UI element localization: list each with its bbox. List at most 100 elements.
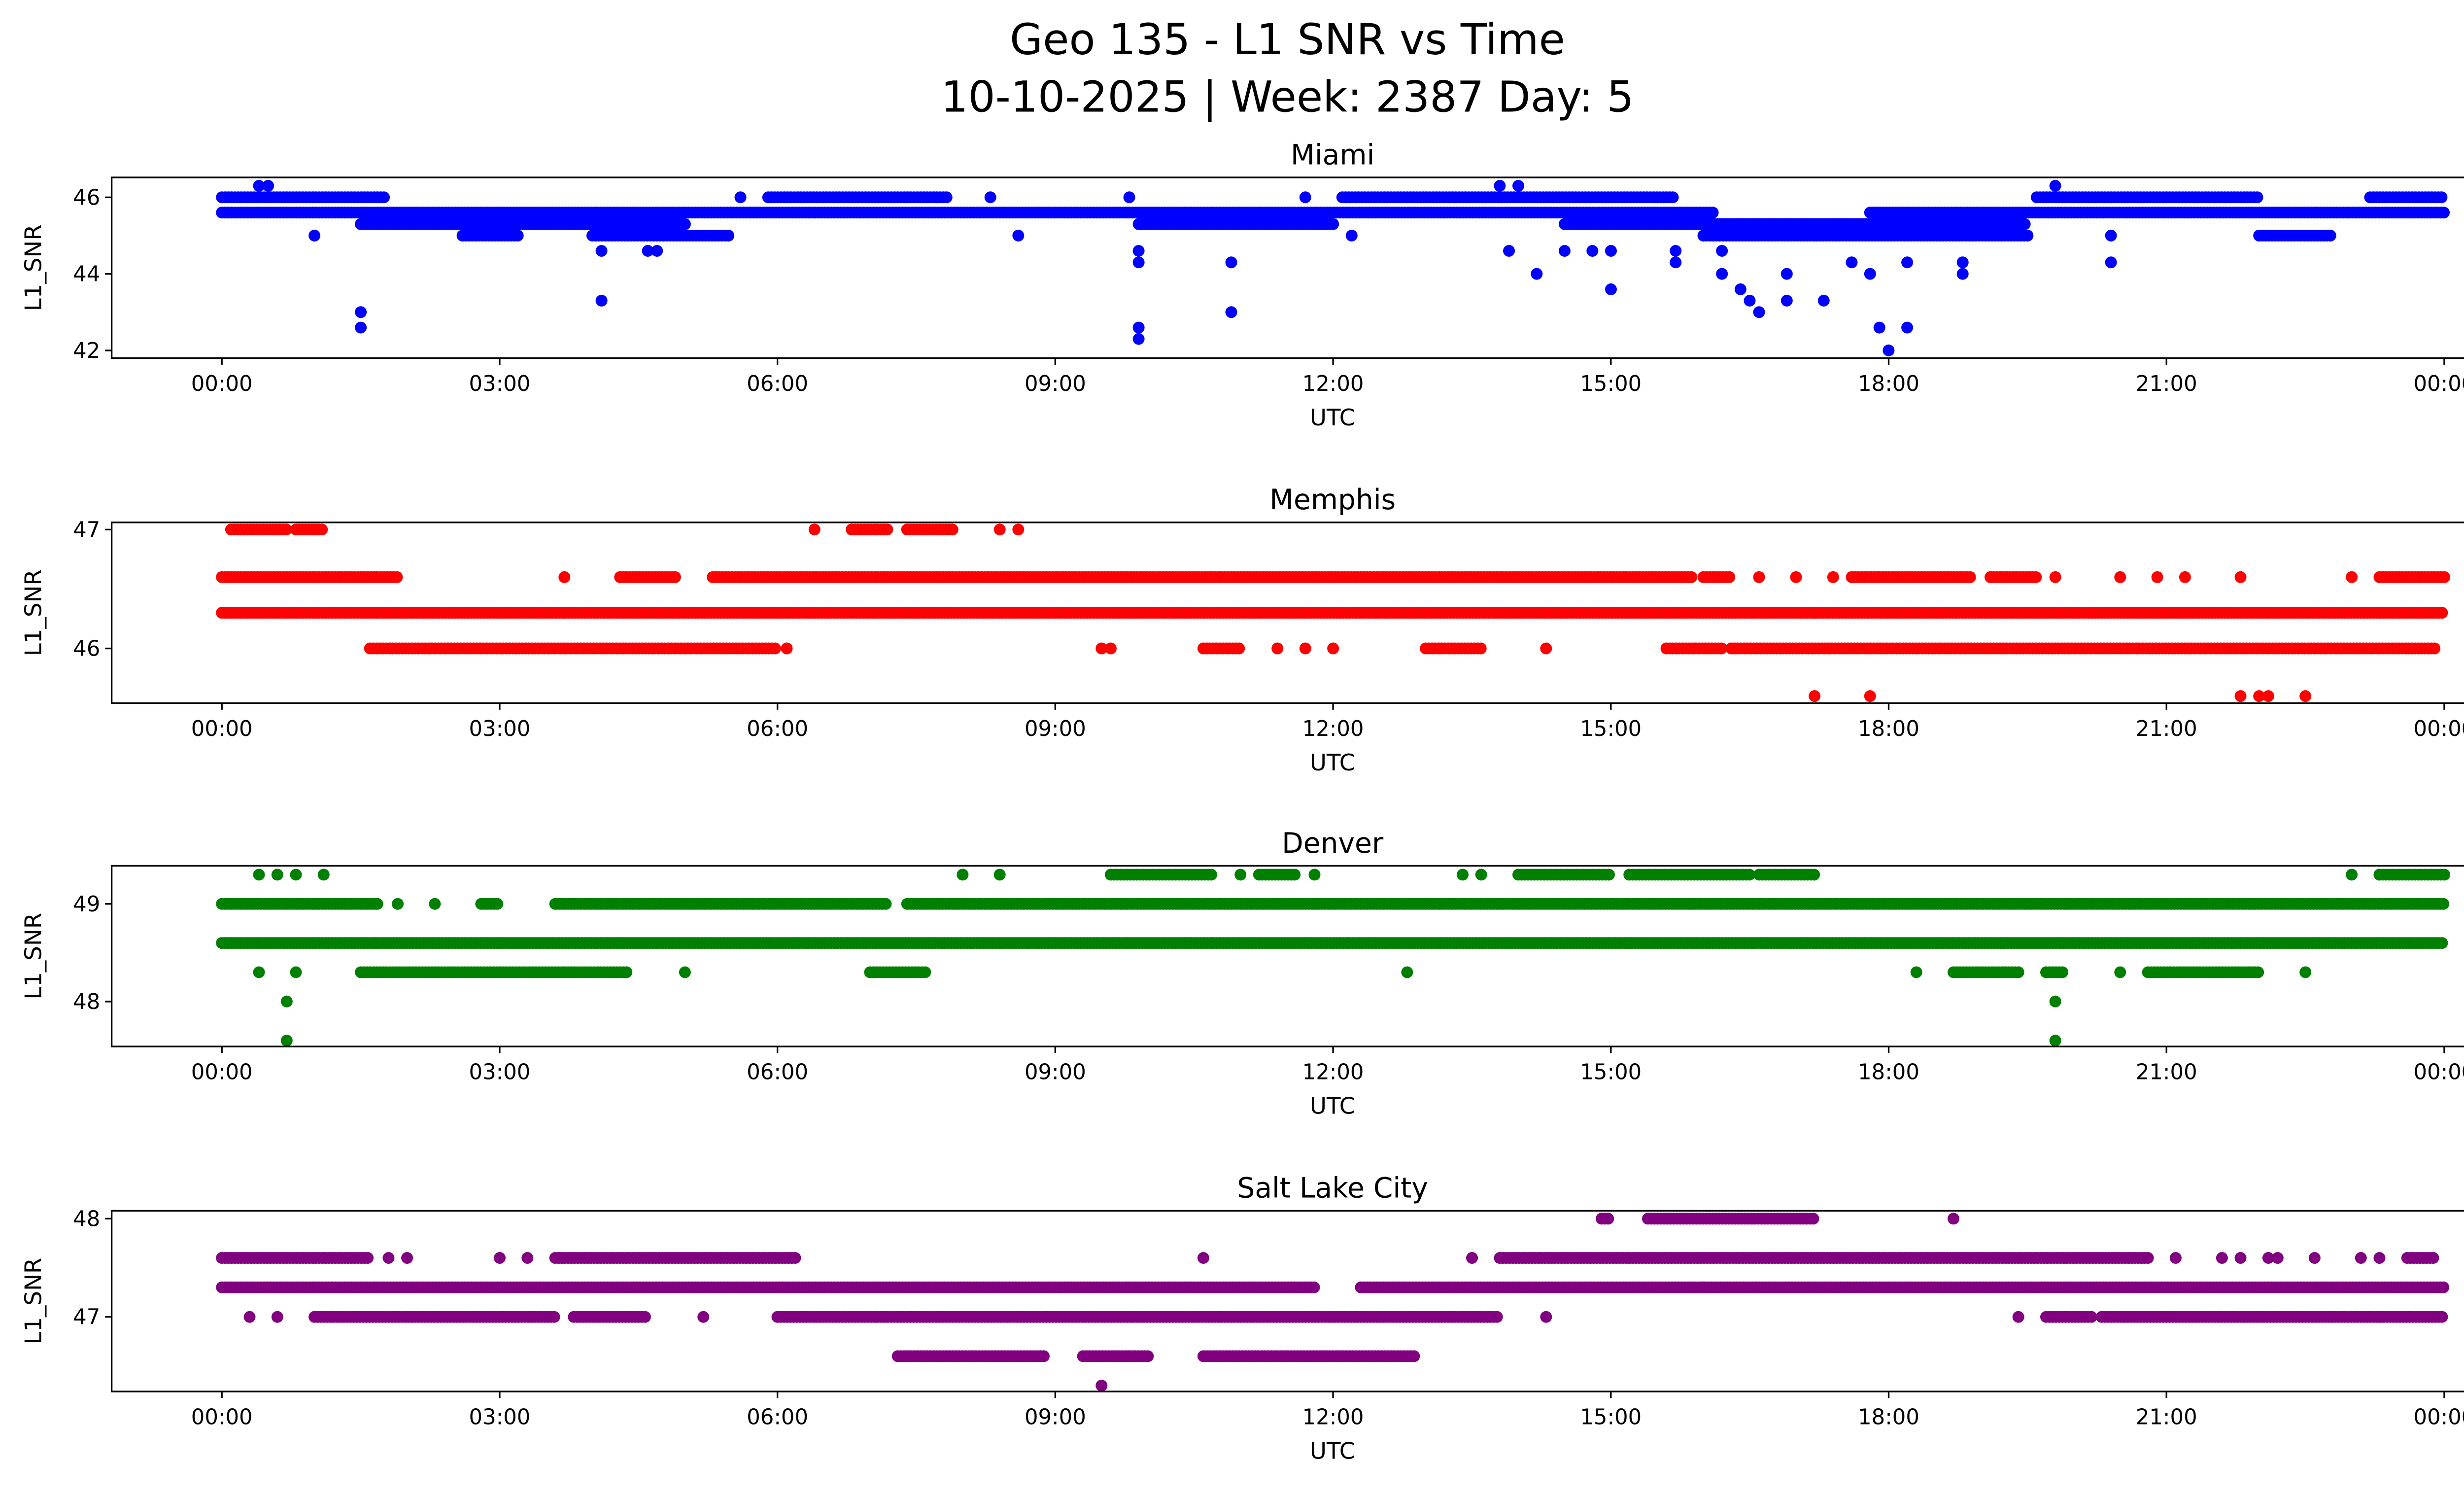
- x-axis-label: UTC: [1310, 750, 1355, 776]
- data-point: [1846, 256, 1858, 269]
- x-axis-label: UTC: [1310, 405, 1355, 431]
- x-tick-label: 18:00: [1858, 1060, 1919, 1085]
- data-point: [1512, 179, 1525, 192]
- y-axis-label: L1_SNR: [20, 224, 47, 311]
- data-point: [2437, 898, 2450, 910]
- data-point: [1753, 571, 1765, 583]
- data-point: [781, 642, 793, 655]
- data-point: [1401, 966, 1413, 978]
- data-point: [2438, 207, 2450, 219]
- data-point: [1233, 642, 1245, 655]
- data-point: [984, 191, 996, 204]
- data-point: [1734, 283, 1746, 295]
- data-point: [2324, 229, 2336, 242]
- y-axis-label: L1_SNR: [20, 913, 47, 1000]
- data-point: [1531, 268, 1543, 280]
- data-point: [1873, 321, 1885, 334]
- data-point: [2346, 571, 2358, 583]
- data-point: [2262, 690, 2274, 702]
- data-series: [216, 179, 2450, 356]
- data-point: [1864, 268, 1876, 280]
- data-point: [1308, 869, 1321, 881]
- data-point: [2049, 571, 2061, 583]
- data-point: [280, 523, 292, 536]
- data-point: [595, 294, 608, 307]
- data-point: [651, 244, 663, 257]
- data-point: [1503, 244, 1515, 257]
- data-point: [2253, 690, 2265, 702]
- data-point: [2105, 229, 2117, 242]
- data-point: [1753, 306, 1765, 318]
- data-point: [1132, 244, 1145, 257]
- data-point: [2012, 966, 2024, 978]
- subplot-title: Miami: [1291, 139, 1374, 171]
- data-point: [642, 244, 654, 257]
- x-tick-label: 00:00: [2414, 717, 2464, 741]
- x-tick-label: 00:00: [191, 717, 253, 741]
- data-point: [1807, 1213, 1819, 1225]
- x-tick-label: 18:00: [1858, 717, 1919, 741]
- data-point: [2299, 966, 2312, 978]
- data-point: [669, 571, 681, 583]
- data-point: [919, 966, 931, 978]
- data-point: [1956, 256, 1969, 269]
- data-point: [2429, 642, 2441, 655]
- data-point: [993, 869, 1006, 881]
- data-point: [993, 523, 1006, 536]
- data-point: [1964, 571, 1976, 583]
- x-tick-label: 12:00: [1302, 717, 1364, 741]
- data-point: [1602, 1213, 1614, 1225]
- data-point: [1271, 642, 1284, 655]
- data-point: [1540, 642, 1552, 655]
- data-point: [392, 898, 404, 910]
- data-point: [1327, 642, 1339, 655]
- data-point: [1667, 191, 1679, 204]
- data-point: [1901, 256, 1914, 269]
- data-point: [1475, 869, 1487, 881]
- data-point: [253, 966, 265, 978]
- y-tick-label: 46: [73, 637, 100, 661]
- data-point: [362, 1252, 374, 1264]
- data-point: [2056, 966, 2068, 978]
- data-point: [1012, 229, 1025, 242]
- data-point: [1289, 869, 1301, 881]
- data-point: [253, 179, 265, 192]
- y-axis-label: L1_SNR: [20, 569, 47, 656]
- data-point: [595, 244, 608, 257]
- subplot-title: Memphis: [1269, 484, 1396, 516]
- data-point: [881, 523, 893, 536]
- figure-title-line1: Geo 135 - L1 SNR vs Time: [1010, 15, 1565, 65]
- data-point: [2435, 191, 2448, 204]
- data-point: [1234, 869, 1247, 881]
- data-point: [1780, 294, 1793, 307]
- data-point: [1474, 642, 1487, 655]
- data-point: [1670, 256, 1682, 269]
- x-tick-label: 12:00: [1302, 372, 1364, 396]
- data-point: [620, 966, 633, 978]
- data-point: [734, 191, 747, 204]
- data-point: [1299, 642, 1311, 655]
- x-tick-label: 06:00: [747, 372, 808, 396]
- data-point: [2234, 571, 2247, 583]
- data-point: [355, 306, 367, 318]
- x-tick-label: 09:00: [1025, 717, 1086, 741]
- data-point: [1123, 191, 1135, 204]
- data-point: [2179, 571, 2191, 583]
- data-point: [2438, 571, 2451, 583]
- x-tick-label: 06:00: [747, 1060, 808, 1085]
- data-point: [290, 869, 302, 881]
- data-point: [1780, 268, 1793, 280]
- data-point: [1012, 523, 1025, 536]
- data-point: [1790, 571, 1802, 583]
- data-point: [1494, 179, 1506, 192]
- x-tick-label: 00:00: [191, 372, 253, 396]
- data-point: [1910, 966, 1922, 978]
- y-tick-label: 46: [73, 185, 100, 210]
- y-tick-label: 42: [73, 339, 100, 363]
- x-tick-label: 09:00: [1025, 1060, 1086, 1085]
- data-point: [558, 571, 571, 583]
- data-point: [280, 1035, 293, 1047]
- data-point: [1132, 333, 1145, 345]
